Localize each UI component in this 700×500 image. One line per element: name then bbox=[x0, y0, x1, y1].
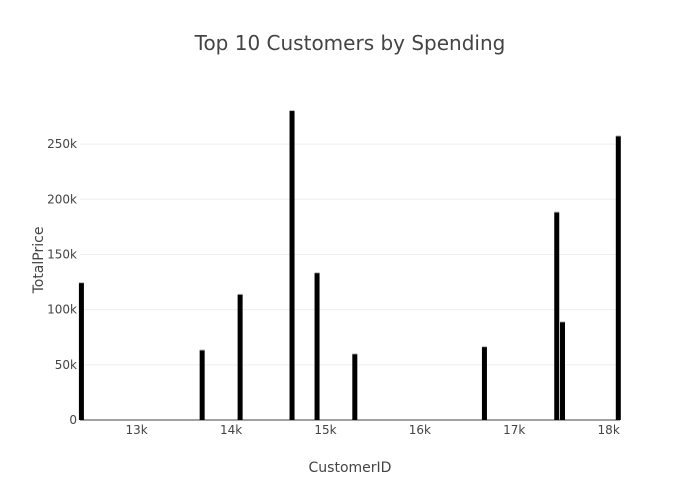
bar[interactable] bbox=[289, 111, 295, 420]
y-tick-label: 250k bbox=[47, 137, 77, 151]
bar[interactable] bbox=[481, 347, 487, 420]
bar[interactable] bbox=[554, 212, 560, 420]
bar-outline bbox=[314, 272, 320, 274]
x-tick-label: 16k bbox=[409, 423, 431, 437]
bar-outline bbox=[199, 349, 205, 351]
y-axis-ticks: 0 50k 100k 150k 200k 250k bbox=[47, 137, 77, 427]
bar-outline bbox=[560, 321, 566, 323]
bar-outline bbox=[237, 293, 243, 296]
x-tick-label: 15k bbox=[314, 423, 336, 437]
bar-outline bbox=[289, 110, 295, 112]
bar[interactable] bbox=[78, 283, 84, 420]
x-tick-label: 17k bbox=[503, 423, 525, 437]
y-axis-label: TotalPrice bbox=[31, 227, 47, 295]
gridlines bbox=[80, 143, 620, 421]
bar[interactable] bbox=[615, 136, 621, 420]
x-axis-ticks: 13k 14k 15k 16k 17k 18k bbox=[126, 423, 620, 437]
bars bbox=[78, 110, 621, 420]
bar-outline bbox=[352, 353, 358, 355]
x-tick-label: 18k bbox=[598, 423, 620, 437]
bar[interactable] bbox=[560, 322, 566, 420]
bar[interactable] bbox=[237, 294, 243, 420]
bar[interactable] bbox=[314, 273, 320, 420]
x-tick-label: 14k bbox=[220, 423, 242, 437]
bar-outline bbox=[78, 282, 84, 284]
y-tick-label: 50k bbox=[55, 358, 77, 372]
chart-title: Top 10 Customers by Spending bbox=[194, 31, 506, 55]
y-tick-label: 0 bbox=[69, 413, 77, 427]
bar-outline bbox=[554, 211, 560, 214]
y-tick-label: 100k bbox=[47, 303, 77, 317]
bar[interactable] bbox=[199, 350, 205, 420]
x-tick-label: 13k bbox=[126, 423, 148, 437]
y-tick-label: 150k bbox=[47, 247, 77, 261]
bar-outline bbox=[481, 346, 487, 348]
bar-outline bbox=[615, 135, 621, 137]
x-axis-label: CustomerID bbox=[309, 460, 392, 476]
bar[interactable] bbox=[352, 354, 358, 420]
y-tick-label: 200k bbox=[47, 192, 77, 206]
